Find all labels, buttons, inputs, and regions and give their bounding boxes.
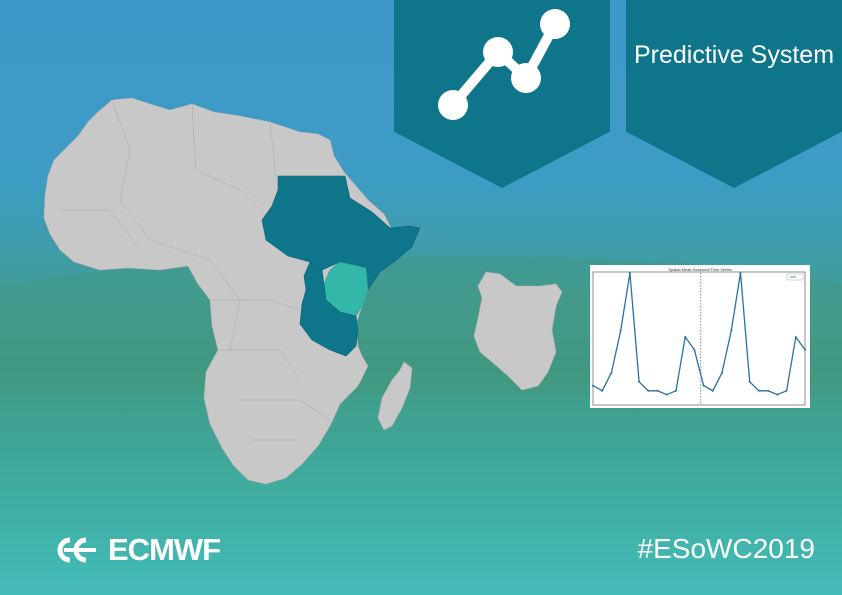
time-series-chart: Spatial Mean Seasonal Time Series: [590, 265, 810, 408]
data-point: [785, 389, 788, 392]
data-point: [656, 389, 659, 392]
data-point: [693, 348, 696, 351]
data-point: [748, 380, 751, 383]
page-title: Predictive System: [633, 41, 835, 69]
kenya-outline: [473, 271, 563, 391]
data-point: [702, 384, 705, 387]
data-point: [619, 329, 622, 332]
trend-line-icon: [438, 9, 570, 120]
data-point: [674, 389, 677, 392]
ecmwf-mark-icon: [57, 537, 96, 563]
country-borders: [60, 99, 331, 441]
data-point: [776, 393, 779, 396]
data-point: [647, 389, 650, 392]
data-point: [638, 380, 641, 383]
region-tanzania-uganda: [299, 261, 359, 357]
chart-title: Spatial Mean Seasonal Time Series: [668, 267, 732, 272]
data-point: [794, 336, 797, 338]
data-point: [804, 348, 806, 351]
data-point: [684, 336, 687, 338]
event-hashtag: #ESoWC2019: [637, 533, 815, 564]
brand-name: ECMWF: [108, 532, 221, 567]
data-point: [665, 393, 668, 396]
data-point: [592, 384, 594, 387]
data-point: [767, 389, 770, 392]
plot-frame: [592, 271, 806, 406]
data-point: [628, 272, 631, 274]
data-point: [601, 389, 604, 392]
data-point: [730, 329, 733, 332]
data-point: [711, 389, 714, 392]
chart-plot: [592, 271, 806, 406]
data-point: [757, 389, 760, 392]
series-line: [592, 272, 806, 396]
data-point: [721, 371, 724, 374]
madagascar: [377, 361, 413, 431]
data-point: [739, 272, 742, 274]
data-point: [610, 371, 613, 374]
ecmwf-logo: ECMWF: [56, 532, 221, 568]
